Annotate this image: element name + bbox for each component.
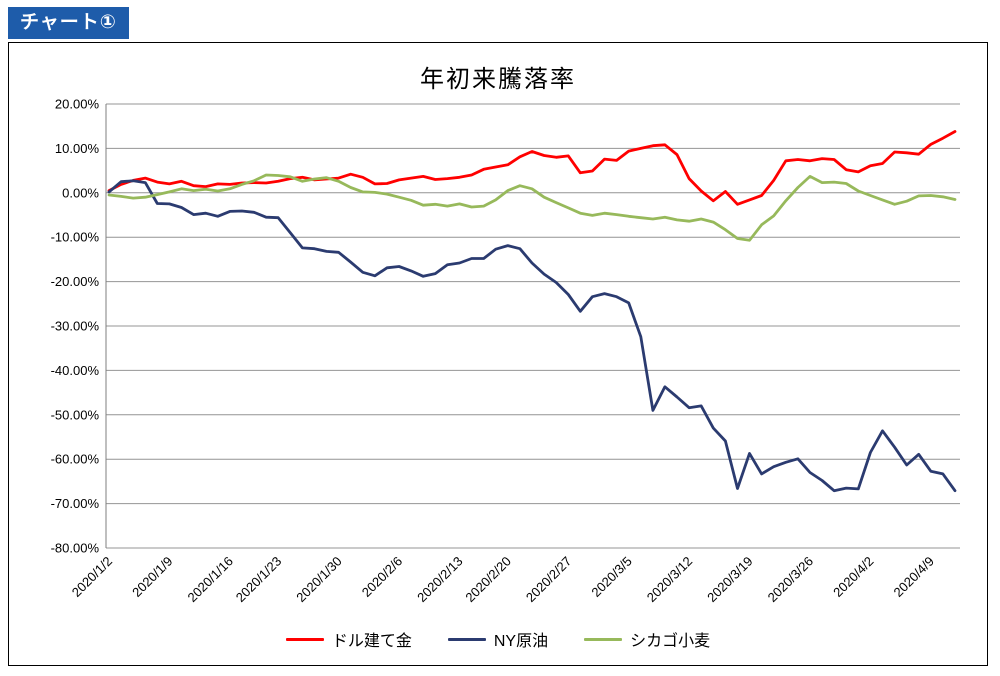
y-axis-tick-label: -70.00% [51, 496, 100, 511]
y-axis-tick-label: 20.00% [55, 97, 100, 112]
x-axis-tick-label: 2020/3/5 [588, 554, 634, 600]
x-axis-tick-label: 2020/1/23 [233, 554, 285, 606]
legend-line-sample-crude-oil [447, 637, 486, 641]
y-axis-tick-label: -40.00% [51, 363, 100, 378]
legend-label-crude-oil: NY原油 [493, 633, 549, 650]
x-axis-tick-label: 2020/4/9 [891, 554, 937, 600]
x-axis-tick-label: 2020/3/19 [704, 554, 756, 606]
x-axis-tick-label: 2020/2/6 [359, 554, 405, 600]
series-line-wheat [107, 173, 957, 242]
series-line-crude-oil [107, 179, 957, 493]
legend-item-wheat: シカゴ小麦 [584, 627, 710, 651]
x-axis-tick-label: 2020/1/2 [69, 554, 115, 600]
y-axis-tick-label: -10.00% [51, 230, 100, 245]
chart-area: 年初来騰落率 20.00% 10.00% 0.00% -10.00% -20.00% -3… [8, 42, 988, 666]
legend-label-gold: ドル建て金 [331, 633, 412, 650]
series-line-gold [107, 130, 957, 206]
y-axis-tick-label: 10.00% [55, 141, 100, 156]
chart-plot: 20.00% 10.00% 0.00% -10.00% -20.00% -30.00% -4… [51, 97, 960, 606]
legend-line-sample-wheat [584, 637, 623, 641]
x-axis-tick-label: 2020/1/30 [293, 554, 345, 606]
x-axis-tick-label: 2020/3/26 [765, 554, 817, 606]
x-axis-tick-label: 2020/1/9 [129, 554, 175, 600]
x-axis-tick-label: 2020/1/16 [184, 554, 236, 606]
legend-line-sample-gold [285, 637, 324, 641]
y-axis-tick-label: 0.00% [62, 185, 99, 200]
y-axis-tick-label: -50.00% [51, 407, 100, 422]
y-axis-tick-label: -30.00% [51, 319, 100, 334]
chart-label-badge: チャート① [8, 7, 129, 39]
y-axis-tick-label: -80.00% [51, 541, 100, 556]
legend-item-gold: ドル建て金 [285, 627, 412, 651]
x-axis-tick-label: 2020/2/20 [462, 554, 514, 606]
y-axis-tick-label: -60.00% [51, 452, 100, 467]
x-axis-tick-label: 2020/4/2 [830, 554, 876, 600]
x-axis-tick-label: 2020/2/13 [414, 554, 466, 606]
y-axis-tick-label: -20.00% [51, 274, 100, 289]
chart-title: 年初来騰落率 [420, 66, 576, 93]
legend: ドル建て金 NY原油 シカゴ小麦 [9, 627, 987, 651]
legend-label-wheat: シカゴ小麦 [630, 633, 711, 650]
legend-item-crude-oil: NY原油 [447, 627, 549, 651]
x-axis-tick-label: 2020/2/27 [523, 554, 575, 606]
x-axis-tick-label: 2020/3/12 [644, 554, 696, 606]
